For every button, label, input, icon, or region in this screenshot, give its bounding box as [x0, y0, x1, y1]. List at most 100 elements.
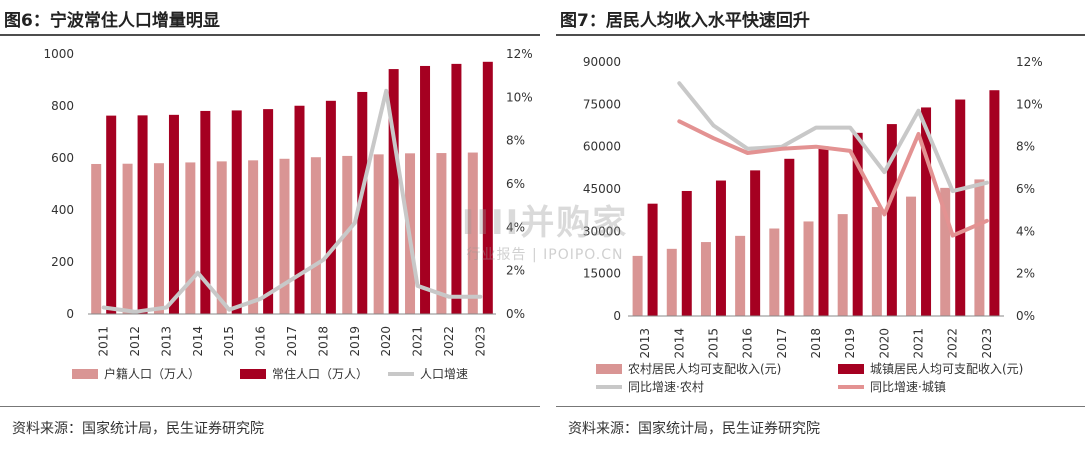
- source-note: 资料来源：国家统计局，民生证券研究院: [12, 421, 264, 437]
- bar-b: [137, 115, 148, 314]
- bar-a: [373, 154, 384, 314]
- title-rule: [556, 34, 1085, 36]
- source-rule: [556, 406, 1085, 407]
- bar-b: [482, 61, 493, 314]
- title-rule: [0, 34, 540, 36]
- right-axis-tick-label: 6%: [506, 177, 525, 191]
- left-axis-tick-label: 15000: [583, 267, 621, 281]
- bar-b: [200, 110, 211, 314]
- bar-a: [906, 196, 917, 316]
- x-axis-tick-label: 2018: [316, 326, 330, 357]
- x-axis-tick-label: 2017: [775, 328, 789, 359]
- right-axis-tick-label: 0%: [506, 307, 525, 321]
- legend-label: 同比增速·城镇: [870, 380, 946, 394]
- x-axis-tick-label: 2022: [946, 328, 960, 359]
- legend-swatch: [72, 369, 98, 379]
- x-axis-tick-label: 2016: [254, 326, 268, 357]
- bar-a: [248, 160, 259, 314]
- bar-a: [216, 161, 227, 314]
- x-axis-tick-label: 2021: [912, 328, 926, 359]
- left-axis-tick-label: 60000: [583, 140, 621, 154]
- x-axis-tick-label: 2020: [379, 326, 393, 357]
- bar-b: [681, 190, 692, 316]
- line-series-a: [101, 88, 483, 314]
- bar-a: [666, 248, 677, 316]
- bar-b: [106, 115, 117, 315]
- bar-b: [325, 100, 336, 314]
- bar-a: [467, 152, 478, 314]
- right-axis-tick-label: 0%: [1016, 309, 1035, 323]
- bar-b: [818, 146, 829, 316]
- x-axis-tick-label: 2022: [442, 326, 456, 357]
- left-axis-tick-label: 75000: [583, 97, 621, 111]
- bar-b: [420, 65, 431, 315]
- line-series-a: [677, 81, 989, 194]
- population-chart: 0 200 400 600 800 1000 0% 2% 4% 6% 8% 10% 12% 2011 201…: [43, 47, 533, 381]
- x-axis-tick-label: 2016: [741, 328, 755, 359]
- bar-a: [837, 214, 848, 316]
- x-axis-tick-label: 2012: [128, 326, 142, 357]
- x-axis-tick-label: 2015: [706, 328, 720, 359]
- bar-a: [803, 221, 814, 316]
- bar-b: [357, 91, 368, 315]
- bar-a: [122, 163, 133, 314]
- line-series-b: [677, 119, 989, 238]
- legend-label: 农村居民人均可支配收入(元): [628, 362, 781, 376]
- x-axis-tick-label: 2014: [672, 328, 686, 359]
- legend-label: 户籍人口（万人）: [104, 366, 200, 381]
- left-axis-tick-label: 800: [51, 99, 74, 113]
- x-axis-tick-label: 2017: [285, 326, 299, 357]
- bar-b: [231, 110, 242, 314]
- right-axis-tick-label: 10%: [1016, 97, 1043, 111]
- right-axis-tick-label: 8%: [1016, 140, 1035, 154]
- bar-b: [294, 105, 305, 315]
- left-axis-tick-label: 600: [51, 151, 74, 165]
- bar-b: [852, 132, 863, 316]
- right-axis-tick-label: 10%: [506, 90, 533, 104]
- bar-a: [735, 235, 746, 316]
- left-axis-tick-label: 1000: [43, 47, 74, 61]
- bar-b: [715, 180, 726, 316]
- left-axis-tick-label: 30000: [583, 224, 621, 238]
- legend-swatch: [838, 364, 864, 374]
- left-axis-tick-label: 400: [51, 203, 74, 217]
- x-axis-tick-label: 2019: [843, 328, 857, 359]
- bar-a: [279, 158, 290, 314]
- right-axis-tick-label: 4%: [1016, 224, 1035, 238]
- bar-a: [700, 242, 711, 316]
- bar-a: [871, 207, 882, 316]
- legend-swatch: [240, 369, 266, 379]
- bar-b: [955, 99, 966, 316]
- bar-a: [769, 228, 780, 316]
- right-axis-tick-label: 8%: [506, 134, 525, 148]
- x-axis-tick-label: 2019: [348, 326, 362, 357]
- bar-a: [974, 179, 985, 316]
- bar-a: [153, 163, 164, 314]
- x-axis-tick-label: 2021: [411, 326, 425, 357]
- legend-label: 常住人口（万人）: [272, 367, 368, 381]
- bar-a: [436, 153, 447, 314]
- right-axis-tick-label: 2%: [506, 264, 525, 278]
- right-axis-tick-label: 6%: [1016, 182, 1035, 196]
- right-axis-tick-label: 2%: [1016, 267, 1035, 281]
- bar-b: [263, 109, 274, 315]
- bar-b: [921, 107, 932, 316]
- chart-panel-population: 图6：宁波常住人口增量明显 0 200 400 600 800 1000 0% 2% 4% 6% 8…: [0, 0, 540, 468]
- x-axis-tick-label: 2023: [980, 328, 994, 359]
- x-axis-tick-label: 2015: [222, 326, 236, 357]
- bar-b: [784, 158, 795, 316]
- left-axis-tick-label: 0: [66, 307, 74, 321]
- left-axis-tick-label: 45000: [583, 182, 621, 196]
- bar-a: [632, 255, 643, 316]
- legend-swatch: [596, 364, 622, 374]
- bar-a: [940, 187, 951, 316]
- income-chart: 0 15000 30000 45000 60000 75000 90000 0% 2% 4% 6% 8…: [583, 55, 1043, 394]
- x-axis-tick-label: 2018: [809, 328, 823, 359]
- bar-b: [388, 69, 399, 314]
- left-axis-tick-label: 0: [613, 309, 621, 323]
- legend-label: 人口增速: [420, 367, 468, 381]
- bar-a: [310, 157, 321, 314]
- legend-label: 城镇居民人均可支配收入(元): [870, 362, 1023, 376]
- bar-a: [342, 155, 353, 314]
- bar-b: [989, 90, 1000, 316]
